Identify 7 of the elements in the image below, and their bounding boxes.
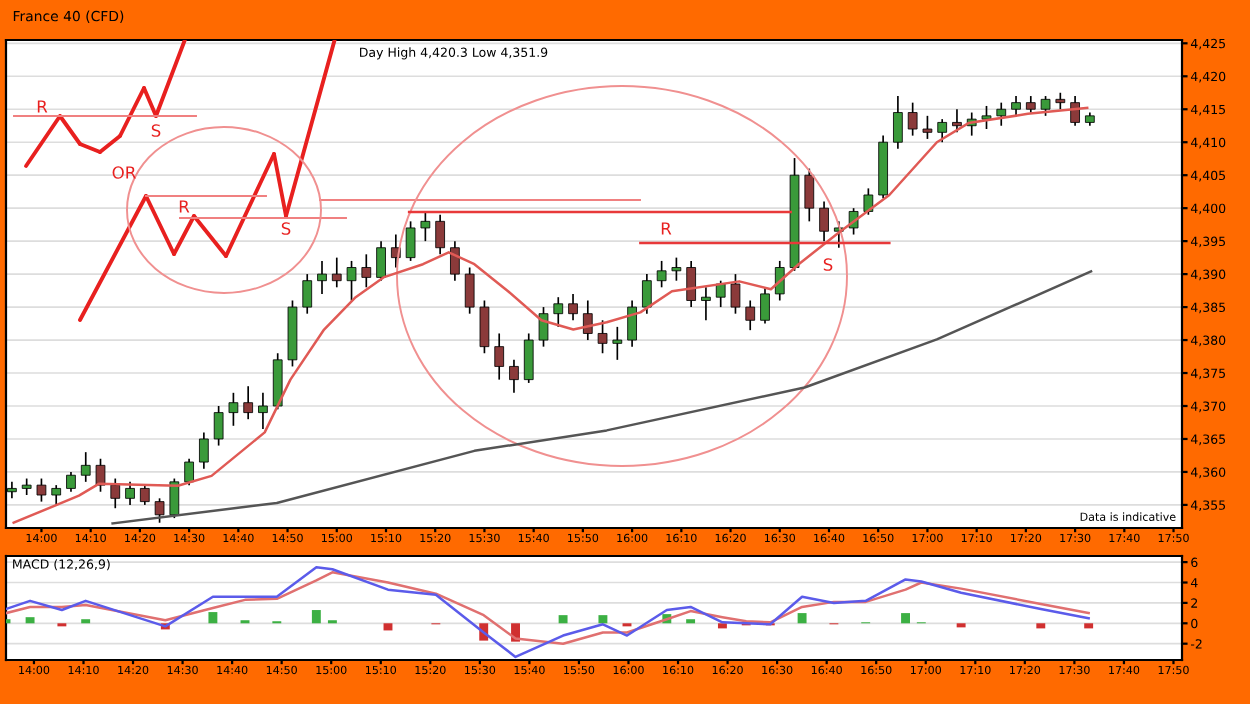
annotation: S (281, 222, 291, 235)
annotation: R (179, 200, 190, 213)
annotation: R (37, 100, 48, 113)
annotation: S (151, 124, 161, 137)
annotation: R (661, 222, 672, 235)
annotation: OR (112, 166, 136, 179)
annotation: S (823, 258, 833, 271)
